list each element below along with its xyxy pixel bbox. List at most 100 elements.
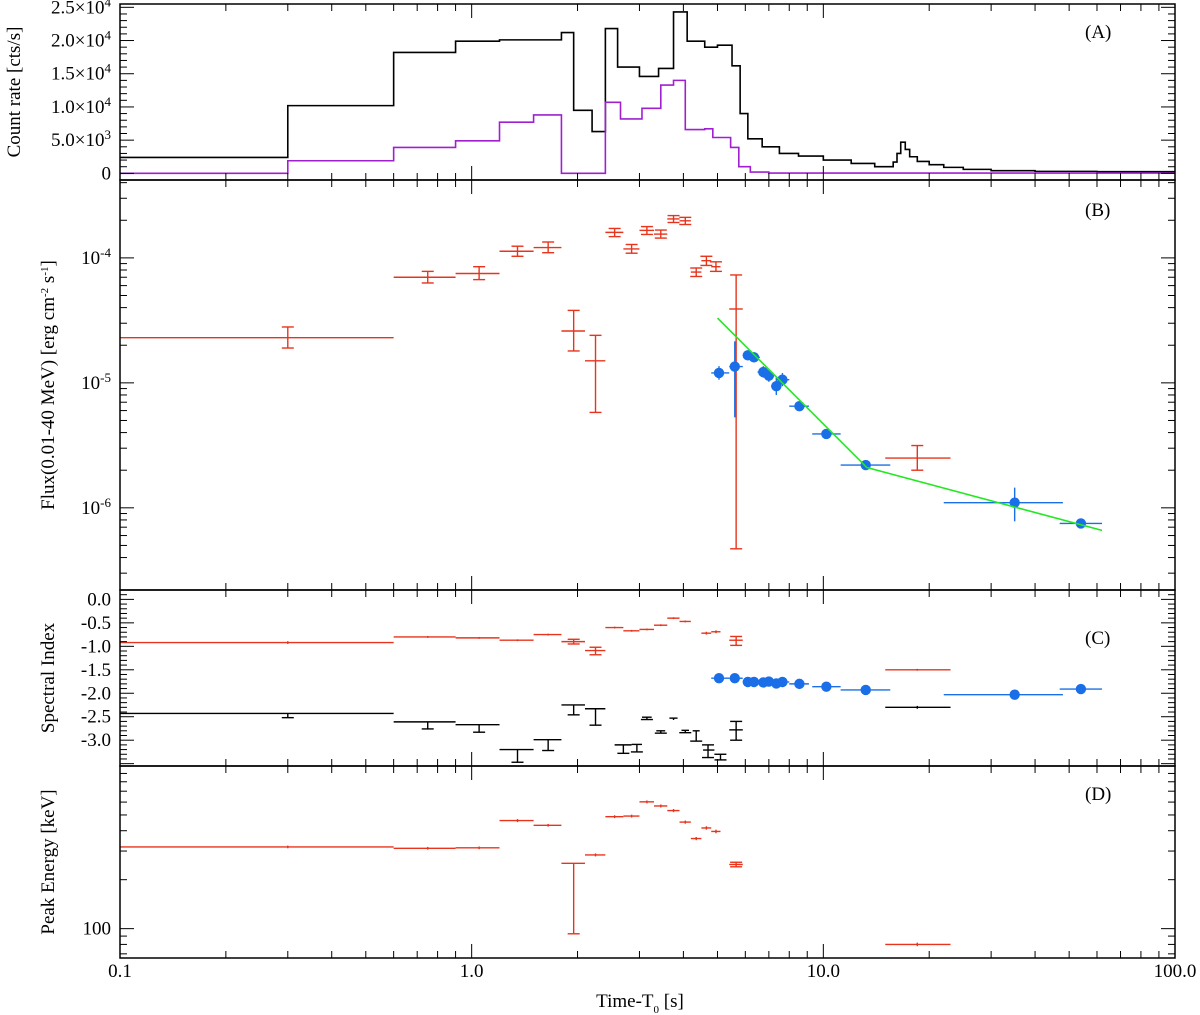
data-point — [605, 626, 624, 629]
data-point — [711, 630, 721, 634]
data-point — [639, 628, 655, 631]
data-point — [533, 739, 562, 752]
x-axis-tick-labels: 0.1 1.0 10.0 100.0 — [108, 961, 1196, 982]
data-point — [679, 729, 692, 734]
panel-d: 100 (D) Peak Energy [keV] — [38, 765, 1176, 959]
panel-b-ylabel-text: Flux(0.01-40 MeV) [erg cm — [38, 297, 59, 510]
data-point — [679, 820, 691, 824]
data-point — [605, 227, 624, 238]
data-marker — [1075, 683, 1087, 695]
x-tick-label: 0.1 — [108, 961, 132, 982]
data-point — [499, 639, 534, 642]
data-point — [584, 708, 606, 726]
data-point — [885, 942, 951, 947]
data-point — [654, 229, 668, 239]
data-marker — [729, 673, 740, 684]
data-point — [654, 804, 668, 808]
x-axis-title-sub: 0 — [654, 1004, 660, 1015]
data-marker — [713, 367, 725, 379]
y-tick-label: -3.0 — [81, 730, 111, 751]
data-point — [455, 266, 500, 281]
data-point — [667, 214, 680, 224]
y-tick-mantissa: -3.0 — [81, 730, 111, 751]
y-tick-mantissa: 2.0×10 — [51, 31, 104, 52]
y-tick-label: 10-4 — [81, 244, 111, 269]
data-point — [120, 845, 394, 849]
panel-b-ylabel-exp2: -1 — [39, 266, 51, 275]
data-point — [640, 716, 653, 721]
panel-b-ylabel-mid: s — [38, 276, 59, 288]
data-point — [885, 444, 951, 471]
data-marker — [748, 676, 760, 688]
y-tick-base: 10 — [81, 248, 100, 269]
data-marker — [860, 684, 871, 696]
data-point — [885, 668, 951, 671]
panel-d-y-tick-labels: 100 — [83, 919, 112, 940]
data-point — [840, 684, 891, 696]
y-tick-label: 10-6 — [81, 494, 111, 519]
data-point — [533, 633, 562, 636]
x-axis-title: Time-T0 [s] — [596, 991, 684, 1015]
y-tick-base: 10 — [81, 373, 100, 394]
data-point — [885, 705, 951, 709]
data-point — [120, 326, 394, 349]
data-point — [729, 635, 743, 647]
y-tick-mantissa: 0.0 — [87, 589, 111, 610]
y-tick-exponent: 3 — [105, 127, 112, 142]
data-point — [679, 620, 691, 623]
data-point — [679, 216, 692, 226]
data-point — [393, 270, 456, 284]
panel-d-y-axis-title: Peak Energy [keV] — [38, 789, 59, 934]
data-point — [499, 819, 534, 823]
data-point — [690, 836, 702, 841]
data-point — [561, 309, 585, 352]
y-tick-label: 0.0 — [87, 589, 111, 610]
data-point — [623, 243, 640, 254]
y-tick-mantissa: 0 — [102, 163, 112, 184]
data-point — [771, 377, 782, 395]
data-point — [120, 712, 394, 719]
data-point — [639, 225, 655, 236]
data-point — [729, 341, 743, 418]
y-tick-label: -1.0 — [81, 636, 111, 657]
data-marker — [777, 374, 788, 385]
y-tick-label: 5.0×103 — [51, 127, 111, 152]
y-tick-label: -2.0 — [81, 683, 111, 704]
data-point — [455, 636, 500, 639]
y-tick-exponent: -6 — [100, 494, 111, 509]
panel-c-marks — [120, 617, 1102, 763]
y-tick-label: 0 — [102, 163, 112, 184]
data-point — [711, 829, 721, 834]
data-point — [499, 245, 534, 257]
data-point — [561, 638, 585, 645]
data-marker — [1009, 689, 1020, 700]
y-tick-mantissa: 1.5×10 — [51, 64, 104, 85]
data-point — [654, 730, 667, 734]
count-rate-step-curve — [120, 11, 1175, 173]
data-point — [943, 487, 1063, 522]
y-tick-base: 10 — [81, 498, 100, 519]
y-tick-exponent: 4 — [105, 27, 112, 42]
panel-b-tag: (B) — [1085, 200, 1110, 221]
y-tick-label: -0.5 — [81, 613, 111, 634]
y-tick-mantissa: -1.0 — [81, 636, 111, 657]
data-point — [701, 826, 712, 830]
y-tick-mantissa: -2.5 — [81, 707, 111, 728]
y-tick-label: 2.0×104 — [51, 27, 111, 52]
data-point — [701, 631, 712, 635]
data-point — [639, 800, 655, 804]
panel-d-tag: (D) — [1085, 784, 1111, 805]
data-point — [729, 274, 743, 550]
data-point — [623, 629, 640, 632]
data-point — [455, 723, 500, 733]
panel-a-axis-ticks — [119, 4, 1175, 181]
data-point — [1059, 683, 1102, 695]
data-point — [393, 635, 456, 638]
x-tick-label: 1.0 — [460, 961, 484, 982]
fit-line — [716, 317, 1103, 532]
data-point — [455, 846, 500, 850]
y-tick-label: 10-5 — [81, 369, 111, 394]
data-point — [812, 681, 841, 692]
